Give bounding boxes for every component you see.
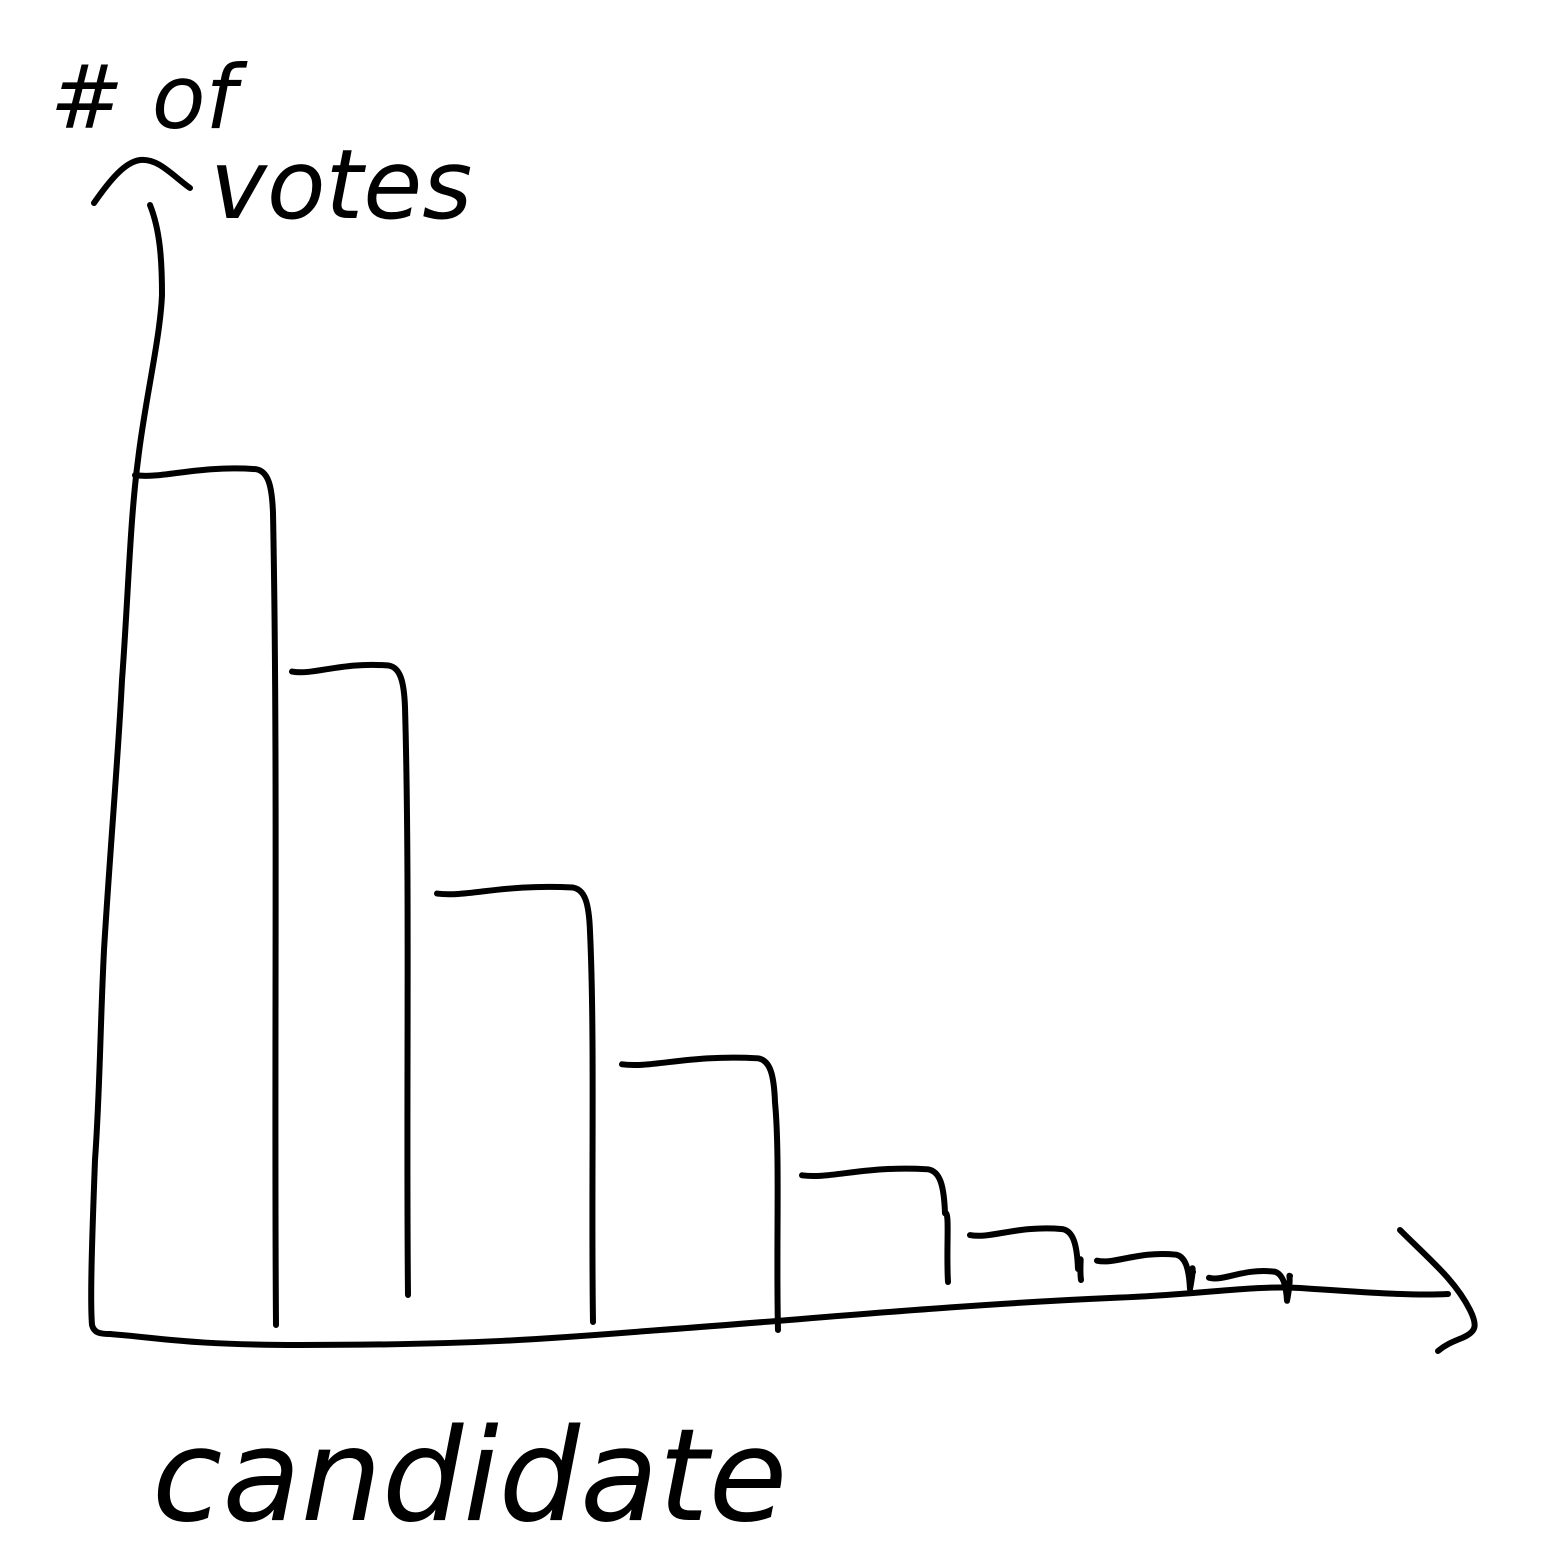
y-axis-arrowhead: [91, 156, 193, 206]
axes: [88, 156, 1478, 1354]
bar-2: [289, 661, 411, 1298]
bar-5: [799, 1165, 951, 1285]
x-axis-arrowhead: [1397, 1227, 1478, 1354]
y-axis-label-line-2: votes: [210, 129, 472, 241]
bar-3: [434, 883, 596, 1325]
x-axis-label: candidate: [152, 1402, 787, 1546]
bar-4: [619, 1054, 781, 1333]
y-axis: [88, 202, 165, 1337]
bars: [132, 465, 1293, 1333]
y-axis-label-line-1: # of: [50, 46, 249, 149]
bar-8: [1206, 1268, 1293, 1304]
bar-7: [1094, 1250, 1196, 1293]
x-axis: [107, 1284, 1451, 1348]
bar-6: [967, 1225, 1084, 1283]
bar-1: [132, 465, 279, 1328]
